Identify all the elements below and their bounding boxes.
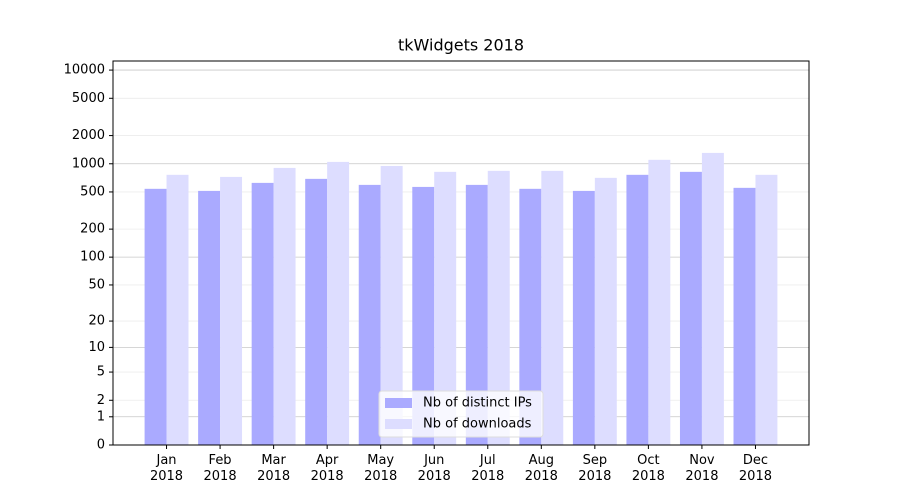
bar [412, 186, 435, 445]
bar [755, 174, 778, 446]
bar [594, 177, 617, 445]
y-tick-label: 1000 [72, 156, 105, 171]
x-tick-label: Oct 2018 [631, 453, 665, 484]
y-tick-label: 5000 [72, 91, 105, 106]
x-tick-label: Mar 2018 [257, 453, 291, 484]
bar [733, 187, 756, 445]
x-tick-label: Sep 2018 [578, 453, 612, 484]
plot-frame [112, 60, 810, 446]
bar [679, 171, 702, 446]
bar [465, 184, 488, 445]
y-tick-label: 10000 [64, 63, 105, 78]
bar [305, 178, 328, 445]
bar [648, 159, 671, 445]
x-tick-label: Dec 2018 [738, 453, 772, 484]
bar [273, 167, 296, 446]
bar [541, 170, 564, 446]
bar [144, 188, 167, 445]
bar [251, 182, 274, 446]
bar [519, 188, 542, 445]
bar [380, 165, 403, 445]
x-tick-label: Jan 2018 [149, 453, 184, 484]
x-tick-label: Jun 2018 [417, 453, 451, 484]
y-tick-label: 500 [80, 184, 105, 199]
x-tick-label: Feb 2018 [203, 453, 237, 484]
y-tick-label: 50 [88, 277, 105, 292]
chart-title: tkWidgets 2018 [398, 36, 524, 55]
legend-label: Nb of downloads [423, 417, 532, 432]
bar [434, 171, 457, 446]
bar [358, 184, 381, 445]
bar [220, 176, 243, 445]
x-tick-label: Nov 2018 [685, 453, 719, 484]
y-tick-label: 1 [97, 409, 105, 424]
y-tick-label: 10 [88, 340, 105, 355]
legend-swatch [385, 419, 412, 429]
y-tick-label: 20 [88, 314, 105, 329]
bar [198, 190, 221, 445]
bar [626, 174, 649, 446]
y-tick-label: 2 [97, 393, 105, 408]
bar [701, 152, 724, 445]
legend-label: Nb of distinct IPs [423, 396, 532, 411]
y-tick-label: 200 [80, 222, 105, 237]
x-tick-label: May 2018 [364, 453, 398, 484]
legend-swatch [385, 398, 412, 408]
legend-box [378, 390, 544, 438]
y-tick-label: 5 [97, 365, 105, 380]
y-tick-label: 100 [80, 250, 105, 265]
bar [572, 190, 595, 445]
bar [166, 174, 189, 446]
x-tick-label: Aug 2018 [524, 453, 558, 484]
y-tick-label: 0 [97, 438, 105, 453]
x-tick-label: Apr 2018 [310, 453, 344, 484]
x-tick-label: Jul 2018 [471, 453, 505, 484]
bar [327, 161, 350, 445]
y-tick-label: 2000 [72, 128, 105, 143]
bar [487, 170, 510, 446]
